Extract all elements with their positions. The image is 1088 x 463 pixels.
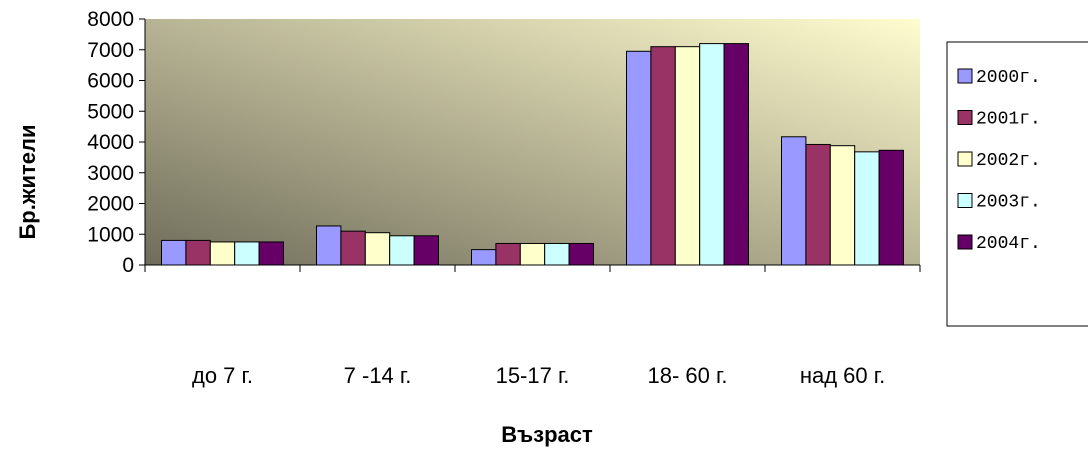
bar-2003г.-7 -14 г.: [389, 235, 415, 266]
y-tick-label: 5000: [87, 100, 134, 123]
bar-2000г.-15-17 г.: [471, 249, 497, 266]
x-axis-title: Възраст: [501, 422, 593, 447]
category-label: 15-17 г.: [496, 363, 570, 388]
legend-swatch: [957, 110, 973, 125]
bar-2002г.-7 -14 г.: [364, 232, 391, 266]
legend-swatch: [957, 234, 973, 250]
category-label: над 60 г.: [800, 363, 885, 388]
bar-2000г.-7 -14 г.: [316, 225, 342, 266]
legend-label: 2003г.: [976, 193, 1041, 213]
bar-2004г.-7 -14 г.: [413, 235, 440, 266]
bar-2002г.-18- 60 г.: [674, 46, 701, 266]
legend-label: 2002г.: [976, 151, 1041, 171]
y-tick-label: 6000: [87, 70, 134, 93]
y-tick-label: 2000: [87, 193, 134, 216]
y-axis-title: Бр.жители: [15, 125, 40, 240]
bar-2003г.-15-17 г.: [544, 242, 570, 266]
bar-2004г.-над 60 г.: [878, 149, 904, 266]
legend-box: [946, 41, 1088, 327]
y-ticks: 0 1000 2000 3000 4000 5000 6000 7000 8000: [87, 8, 145, 277]
bar-2002г.-до 7 г.: [209, 241, 236, 266]
bar-2004г.-до 7 г.: [258, 241, 285, 266]
category-label: до 7 г.: [192, 363, 253, 388]
bar-2003г.-18- 60 г.: [699, 43, 725, 266]
legend-label: 2004г.: [976, 234, 1041, 254]
y-tick-label: 7000: [87, 39, 134, 62]
category-label: 7 -14 г.: [344, 363, 412, 388]
bar-2003г.-над 60 г.: [854, 151, 880, 266]
legend-label: 2000г.: [976, 68, 1041, 88]
bar-2002г.-над 60 г.: [829, 145, 856, 266]
legend: 2000г. 2001г. 2002г. 2003г. 2004г.: [946, 41, 1088, 327]
bars: [161, 43, 904, 266]
legend-swatch: [957, 151, 973, 167]
bar-2000г.-над 60 г.: [781, 136, 807, 266]
bar-2004г.-18- 60 г.: [723, 43, 749, 266]
bar-2000г.-18- 60 г.: [626, 50, 652, 266]
y-tick-label: 3000: [87, 162, 134, 185]
y-tick-label: 4000: [87, 131, 134, 154]
category-label: 18- 60 г.: [648, 363, 728, 388]
y-tick-label: 0: [122, 254, 134, 277]
bar-2001г.-15-17 г.: [495, 242, 521, 266]
y-tick-label: 8000: [87, 8, 134, 31]
bar-2003г.-до 7 г.: [234, 241, 260, 266]
x-ticks: до 7 г. 7 -14 г. 15-17 г. 18- 60 г. над 60 г…: [144, 265, 921, 388]
bar-2004г.-15-17 г.: [568, 242, 594, 266]
bar-2002г.-15-17 г.: [519, 242, 546, 266]
bar-2000г.-до 7 г.: [161, 239, 187, 266]
bar-2001г.-7 -14 г.: [340, 230, 366, 266]
bar-2001г.-18- 60 г.: [650, 46, 676, 266]
bar-2001г.-до 7 г.: [185, 239, 211, 266]
legend-label: 2001г.: [976, 110, 1041, 130]
legend-swatch: [957, 193, 973, 208]
y-tick-label: 1000: [87, 223, 134, 246]
legend-swatch: [957, 68, 973, 84]
bar-2001г.-над 60 г.: [805, 143, 831, 266]
